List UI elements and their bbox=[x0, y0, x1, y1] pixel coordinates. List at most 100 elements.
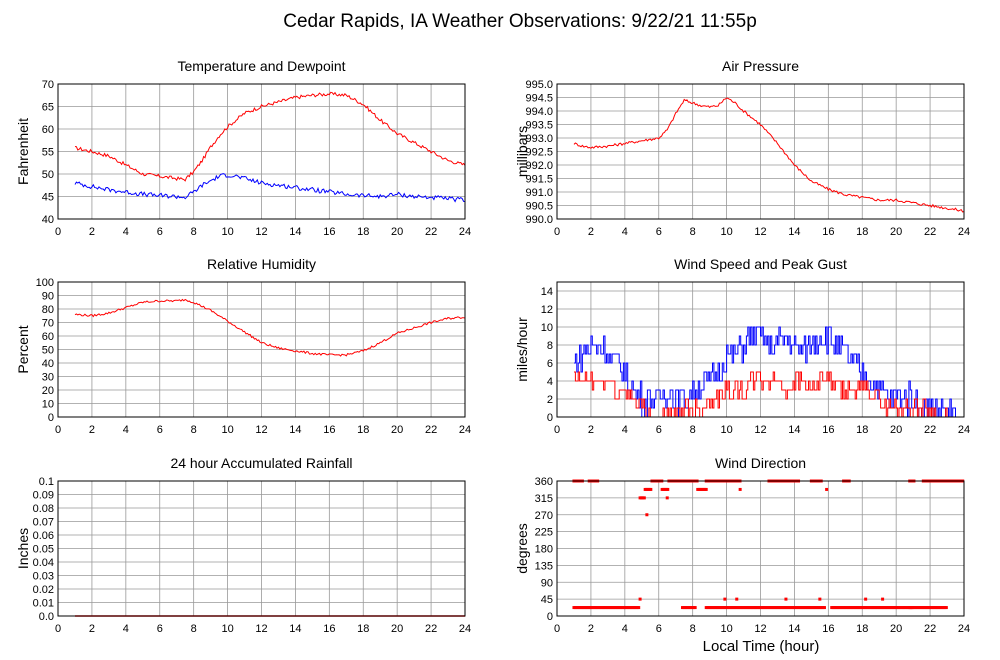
x-tick-label: 14 bbox=[788, 424, 800, 436]
x-tick-label: 0 bbox=[55, 226, 61, 238]
y-axis-label: Inches bbox=[15, 528, 31, 569]
x-tick-label: 8 bbox=[690, 623, 696, 635]
x-tick-label: 12 bbox=[255, 424, 267, 436]
y-tick-label: 4 bbox=[547, 376, 553, 388]
x-tick-label: 16 bbox=[822, 623, 834, 635]
y-tick-label: 993.0 bbox=[525, 133, 553, 145]
direction-point bbox=[666, 487, 670, 491]
x-tick-label: 20 bbox=[890, 623, 902, 635]
x-tick-label: 14 bbox=[788, 623, 800, 635]
x-tick-label: 20 bbox=[890, 226, 902, 238]
direction-point bbox=[665, 496, 669, 500]
x-tick-label: 18 bbox=[856, 623, 868, 635]
y-tick-label: 0.04 bbox=[33, 557, 54, 569]
x-tick-label: 2 bbox=[588, 623, 594, 635]
x-tick-label: 12 bbox=[754, 623, 766, 635]
direction-point bbox=[638, 597, 642, 601]
y-axis-label: Fahrenheit bbox=[15, 118, 31, 185]
x-tick-label: 2 bbox=[89, 623, 95, 635]
plot-frame bbox=[556, 480, 965, 617]
y-tick-label: 0.02 bbox=[33, 584, 54, 596]
x-tick-label: 14 bbox=[788, 226, 800, 238]
y-tick-label: 0 bbox=[547, 412, 553, 424]
y-tick-label: 225 bbox=[535, 527, 553, 539]
x-tick-label: 4 bbox=[622, 424, 628, 436]
x-tick-label: 22 bbox=[924, 424, 936, 436]
y-axis-label: degrees bbox=[514, 523, 530, 574]
y-tick-label: 6 bbox=[547, 358, 553, 370]
y-axis-label: millibars bbox=[514, 126, 530, 177]
x-tick-label: 12 bbox=[255, 623, 267, 635]
x-tick-label: 10 bbox=[221, 226, 233, 238]
x-tick-label: 24 bbox=[459, 424, 471, 436]
x-tick-label: 14 bbox=[289, 226, 301, 238]
x-tick-label: 6 bbox=[157, 226, 163, 238]
plot-frame bbox=[57, 480, 466, 617]
series-line-red bbox=[573, 97, 965, 213]
y-tick-label: 14 bbox=[541, 286, 553, 298]
y-tick-label: 315 bbox=[535, 493, 553, 505]
direction-point bbox=[881, 597, 885, 601]
x-tick-label: 4 bbox=[123, 424, 129, 436]
direction-point bbox=[738, 487, 742, 491]
x-tick-label: 16 bbox=[323, 424, 335, 436]
x-tick-label: 0 bbox=[55, 623, 61, 635]
direction-point bbox=[723, 597, 727, 601]
y-tick-label: 40 bbox=[42, 358, 54, 370]
y-tick-label: 360 bbox=[535, 476, 553, 488]
x-tick-label: 16 bbox=[822, 424, 834, 436]
x-tick-label: 8 bbox=[690, 226, 696, 238]
y-tick-label: 45 bbox=[541, 594, 553, 606]
series-line-red bbox=[74, 298, 466, 357]
x-tick-label: 10 bbox=[720, 623, 732, 635]
x-tick-label: 6 bbox=[656, 424, 662, 436]
x-tick-label: 22 bbox=[924, 623, 936, 635]
y-tick-label: 10 bbox=[541, 322, 553, 334]
y-axis-label: miles/hour bbox=[514, 317, 530, 382]
direction-point bbox=[784, 597, 788, 601]
x-tick-label: 6 bbox=[157, 424, 163, 436]
x-tick-label: 8 bbox=[191, 424, 197, 436]
y-tick-label: 60 bbox=[42, 124, 54, 136]
direction-point bbox=[704, 487, 708, 491]
y-tick-label: 60 bbox=[42, 331, 54, 343]
y-tick-label: 20 bbox=[42, 385, 54, 397]
y-tick-label: 995.0 bbox=[525, 79, 553, 91]
direction-point bbox=[864, 597, 868, 601]
y-tick-label: 991.0 bbox=[525, 187, 553, 199]
y-tick-label: 990.0 bbox=[525, 214, 553, 226]
direction-point bbox=[944, 606, 948, 610]
x-tick-label: 6 bbox=[656, 226, 662, 238]
x-tick-label: 22 bbox=[924, 226, 936, 238]
series-line-red bbox=[574, 371, 948, 418]
x-tick-label: 8 bbox=[690, 424, 696, 436]
y-tick-label: 70 bbox=[42, 79, 54, 91]
x-tick-label: 24 bbox=[958, 226, 970, 238]
y-tick-label: 0.07 bbox=[33, 517, 54, 529]
x-tick-label: 12 bbox=[754, 226, 766, 238]
y-tick-label: 2 bbox=[547, 394, 553, 406]
x-axis-label: Local Time (hour) bbox=[703, 638, 820, 655]
x-tick-label: 20 bbox=[391, 424, 403, 436]
x-tick-label: 12 bbox=[255, 226, 267, 238]
plot-frame bbox=[556, 281, 965, 418]
x-tick-label: 14 bbox=[289, 424, 301, 436]
y-tick-label: 994.5 bbox=[525, 93, 553, 105]
y-tick-label: 30 bbox=[42, 372, 54, 384]
y-tick-label: 12 bbox=[541, 304, 553, 316]
x-tick-label: 24 bbox=[958, 424, 970, 436]
plot-frame bbox=[57, 281, 466, 418]
x-tick-label: 0 bbox=[554, 424, 560, 436]
x-tick-label: 4 bbox=[123, 623, 129, 635]
x-tick-label: 0 bbox=[55, 424, 61, 436]
y-tick-label: 90 bbox=[541, 577, 553, 589]
x-tick-label: 18 bbox=[856, 424, 868, 436]
x-tick-label: 6 bbox=[656, 623, 662, 635]
direction-point bbox=[735, 597, 739, 601]
